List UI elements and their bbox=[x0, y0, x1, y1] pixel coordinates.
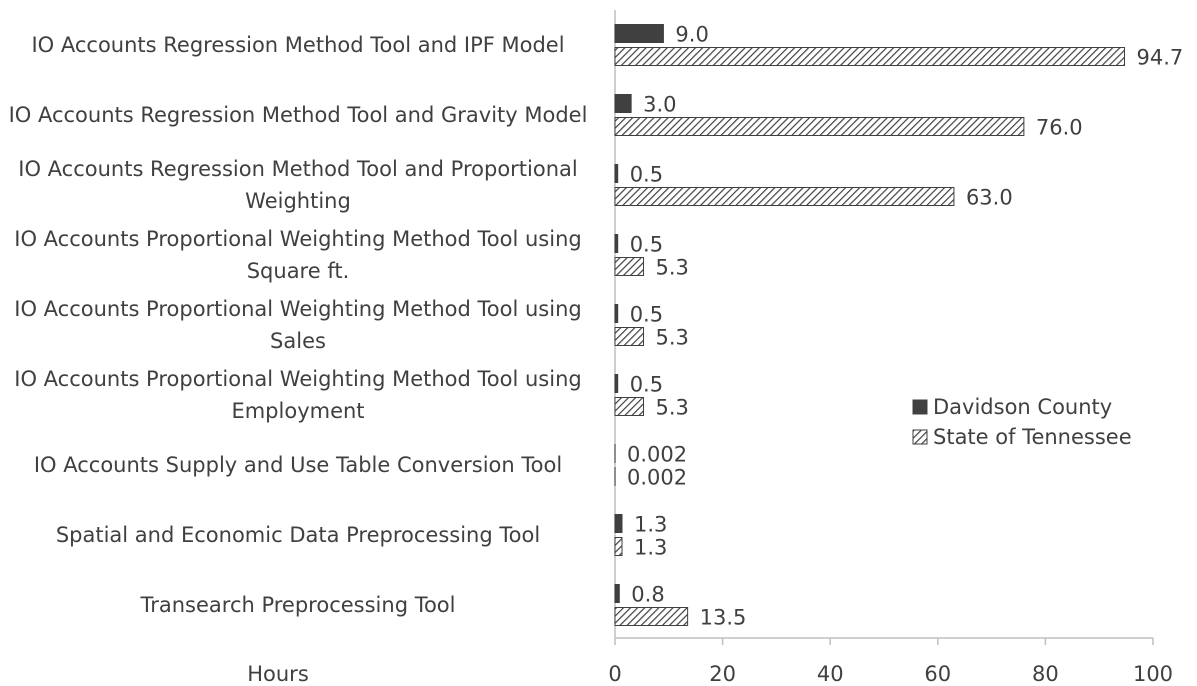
value-label: 9.0 bbox=[675, 23, 708, 47]
bar bbox=[614, 304, 619, 323]
bar bbox=[614, 164, 619, 183]
y-tick-label: IO Accounts Regression Method Tool and G… bbox=[8, 103, 588, 127]
y-tick-label: IO Accounts Regression Method Tool and I… bbox=[31, 33, 565, 57]
bar bbox=[614, 397, 645, 416]
value-label: 0.5 bbox=[630, 163, 663, 187]
bar bbox=[614, 94, 632, 113]
value-label: 0.5 bbox=[630, 233, 663, 257]
value-label: 3.0 bbox=[643, 93, 676, 117]
value-label: 0.002 bbox=[627, 466, 687, 490]
value-label: 13.5 bbox=[700, 606, 747, 630]
bar bbox=[614, 374, 619, 393]
value-label: 1.3 bbox=[634, 513, 667, 537]
bar bbox=[614, 117, 1025, 136]
x-tick-label: 40 bbox=[817, 662, 844, 686]
x-tick-label: 60 bbox=[924, 662, 951, 686]
value-label: 5.3 bbox=[656, 326, 689, 350]
x-tick-label: 100 bbox=[1133, 662, 1173, 686]
bar bbox=[614, 327, 645, 346]
legend-label: Davidson County bbox=[933, 395, 1112, 419]
bar bbox=[614, 584, 620, 603]
value-label: 63.0 bbox=[966, 186, 1013, 210]
y-tick-label: Spatial and Economic Data Preprocessing … bbox=[55, 523, 541, 547]
y-tick-label: IO Accounts Proportional Weighting Metho… bbox=[14, 367, 589, 423]
bar bbox=[614, 257, 645, 276]
value-label: 5.3 bbox=[656, 256, 689, 280]
value-label: 0.5 bbox=[630, 373, 663, 397]
bar bbox=[614, 187, 955, 206]
legend-swatch bbox=[912, 429, 928, 445]
y-tick-label: IO Accounts Regression Method Tool and P… bbox=[18, 157, 585, 213]
y-tick-label: Transearch Preprocessing Tool bbox=[140, 593, 456, 617]
y-tick-label: IO Accounts Proportional Weighting Metho… bbox=[14, 297, 596, 353]
value-label: 0.8 bbox=[631, 583, 664, 607]
value-label: 0.002 bbox=[627, 443, 687, 467]
bar bbox=[614, 24, 664, 43]
x-tick-label: 0 bbox=[608, 662, 621, 686]
value-label: 1.3 bbox=[634, 536, 667, 560]
value-label: 94.7 bbox=[1136, 46, 1183, 70]
y-tick-label: IO Accounts Proportional Weighting Metho… bbox=[14, 227, 589, 283]
bar bbox=[614, 234, 619, 253]
bar bbox=[614, 607, 689, 626]
y-tick-label: IO Accounts Supply and Use Table Convers… bbox=[33, 453, 563, 477]
bar bbox=[614, 514, 623, 533]
x-axis-label: Hours bbox=[247, 662, 309, 686]
x-tick-label: 20 bbox=[709, 662, 736, 686]
legend-label: State of Tennessee bbox=[933, 425, 1132, 449]
value-label: 76.0 bbox=[1036, 116, 1083, 140]
bar bbox=[614, 47, 1125, 66]
x-tick-label: 80 bbox=[1032, 662, 1059, 686]
bar bbox=[614, 537, 623, 556]
legend-swatch bbox=[912, 399, 928, 415]
value-label: 0.5 bbox=[630, 303, 663, 327]
value-label: 5.3 bbox=[656, 396, 689, 420]
